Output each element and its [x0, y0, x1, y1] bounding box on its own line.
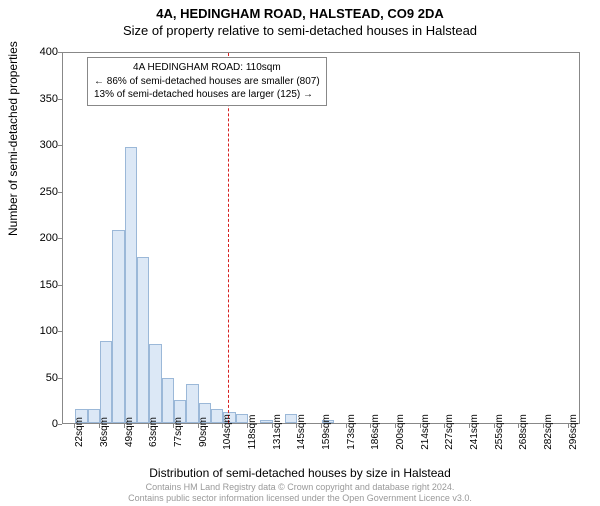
- x-tick-label: 186sqm: [370, 414, 381, 450]
- x-tick-label: 268sqm: [518, 414, 529, 450]
- y-tick-label: 250: [40, 186, 58, 198]
- y-tick-mark: [58, 52, 62, 53]
- x-tick-label: 63sqm: [148, 417, 159, 447]
- histogram-bar: [260, 420, 272, 423]
- y-tick-mark: [58, 378, 62, 379]
- histogram-bar: [100, 341, 112, 423]
- x-tick-label: 118sqm: [247, 415, 258, 450]
- histogram-bar: [186, 384, 198, 423]
- y-tick-label: 400: [40, 46, 58, 58]
- footer-attribution: Contains HM Land Registry data © Crown c…: [0, 482, 600, 504]
- chart-title-main: 4A, HEDINGHAM ROAD, HALSTEAD, CO9 2DA: [0, 6, 600, 21]
- y-tick-mark: [58, 238, 62, 239]
- x-tick-label: 173sqm: [346, 414, 357, 450]
- y-tick-mark: [58, 145, 62, 146]
- x-tick-label: 159sqm: [321, 414, 332, 450]
- x-tick-label: 104sqm: [222, 414, 233, 450]
- x-tick-label: 282sqm: [543, 414, 554, 450]
- x-tick-label: 77sqm: [173, 417, 184, 447]
- annotation-line: ← 86% of semi-detached houses are smalle…: [94, 75, 320, 89]
- y-tick-label: 50: [46, 372, 58, 384]
- y-tick-label: 350: [40, 93, 58, 105]
- footer-line-2: Contains public sector information licen…: [0, 493, 600, 504]
- y-tick-mark: [58, 424, 62, 425]
- x-tick-label: 296sqm: [568, 414, 579, 450]
- annotation-line: 13% of semi-detached houses are larger (…: [94, 88, 320, 102]
- y-tick-mark: [58, 99, 62, 100]
- histogram-bar: [112, 230, 124, 423]
- chart-plot-area: 4A HEDINGHAM ROAD: 110sqm← 86% of semi-d…: [62, 52, 580, 424]
- y-tick-mark: [58, 285, 62, 286]
- x-tick-label: 145sqm: [296, 414, 307, 450]
- y-tick-label: 100: [40, 325, 58, 337]
- footer-line-1: Contains HM Land Registry data © Crown c…: [0, 482, 600, 493]
- x-tick-label: 36sqm: [99, 417, 110, 447]
- y-axis-label: Number of semi-detached properties: [6, 41, 20, 236]
- x-tick-label: 255sqm: [494, 414, 505, 450]
- annotation-box: 4A HEDINGHAM ROAD: 110sqm← 86% of semi-d…: [87, 57, 327, 106]
- histogram-bar: [125, 147, 137, 423]
- x-tick-label: 49sqm: [124, 417, 135, 447]
- histogram-bar: [149, 344, 161, 423]
- x-axis-label: Distribution of semi-detached houses by …: [0, 466, 600, 480]
- reference-line: [228, 53, 229, 423]
- x-tick-label: 241sqm: [469, 414, 480, 450]
- y-tick-mark: [58, 192, 62, 193]
- x-tick-label: 200sqm: [395, 414, 406, 450]
- x-tick-label: 227sqm: [444, 414, 455, 450]
- x-tick-label: 22sqm: [74, 417, 85, 447]
- y-tick-label: 150: [40, 279, 58, 291]
- x-tick-label: 214sqm: [420, 414, 431, 450]
- x-tick-label: 131sqm: [272, 414, 283, 450]
- y-tick-mark: [58, 331, 62, 332]
- histogram-bar: [137, 257, 149, 423]
- annotation-line: 4A HEDINGHAM ROAD: 110sqm: [94, 61, 320, 75]
- x-tick-label: 90sqm: [198, 417, 209, 447]
- chart-title-sub: Size of property relative to semi-detach…: [0, 23, 600, 38]
- y-tick-label: 200: [40, 232, 58, 244]
- y-tick-label: 300: [40, 139, 58, 151]
